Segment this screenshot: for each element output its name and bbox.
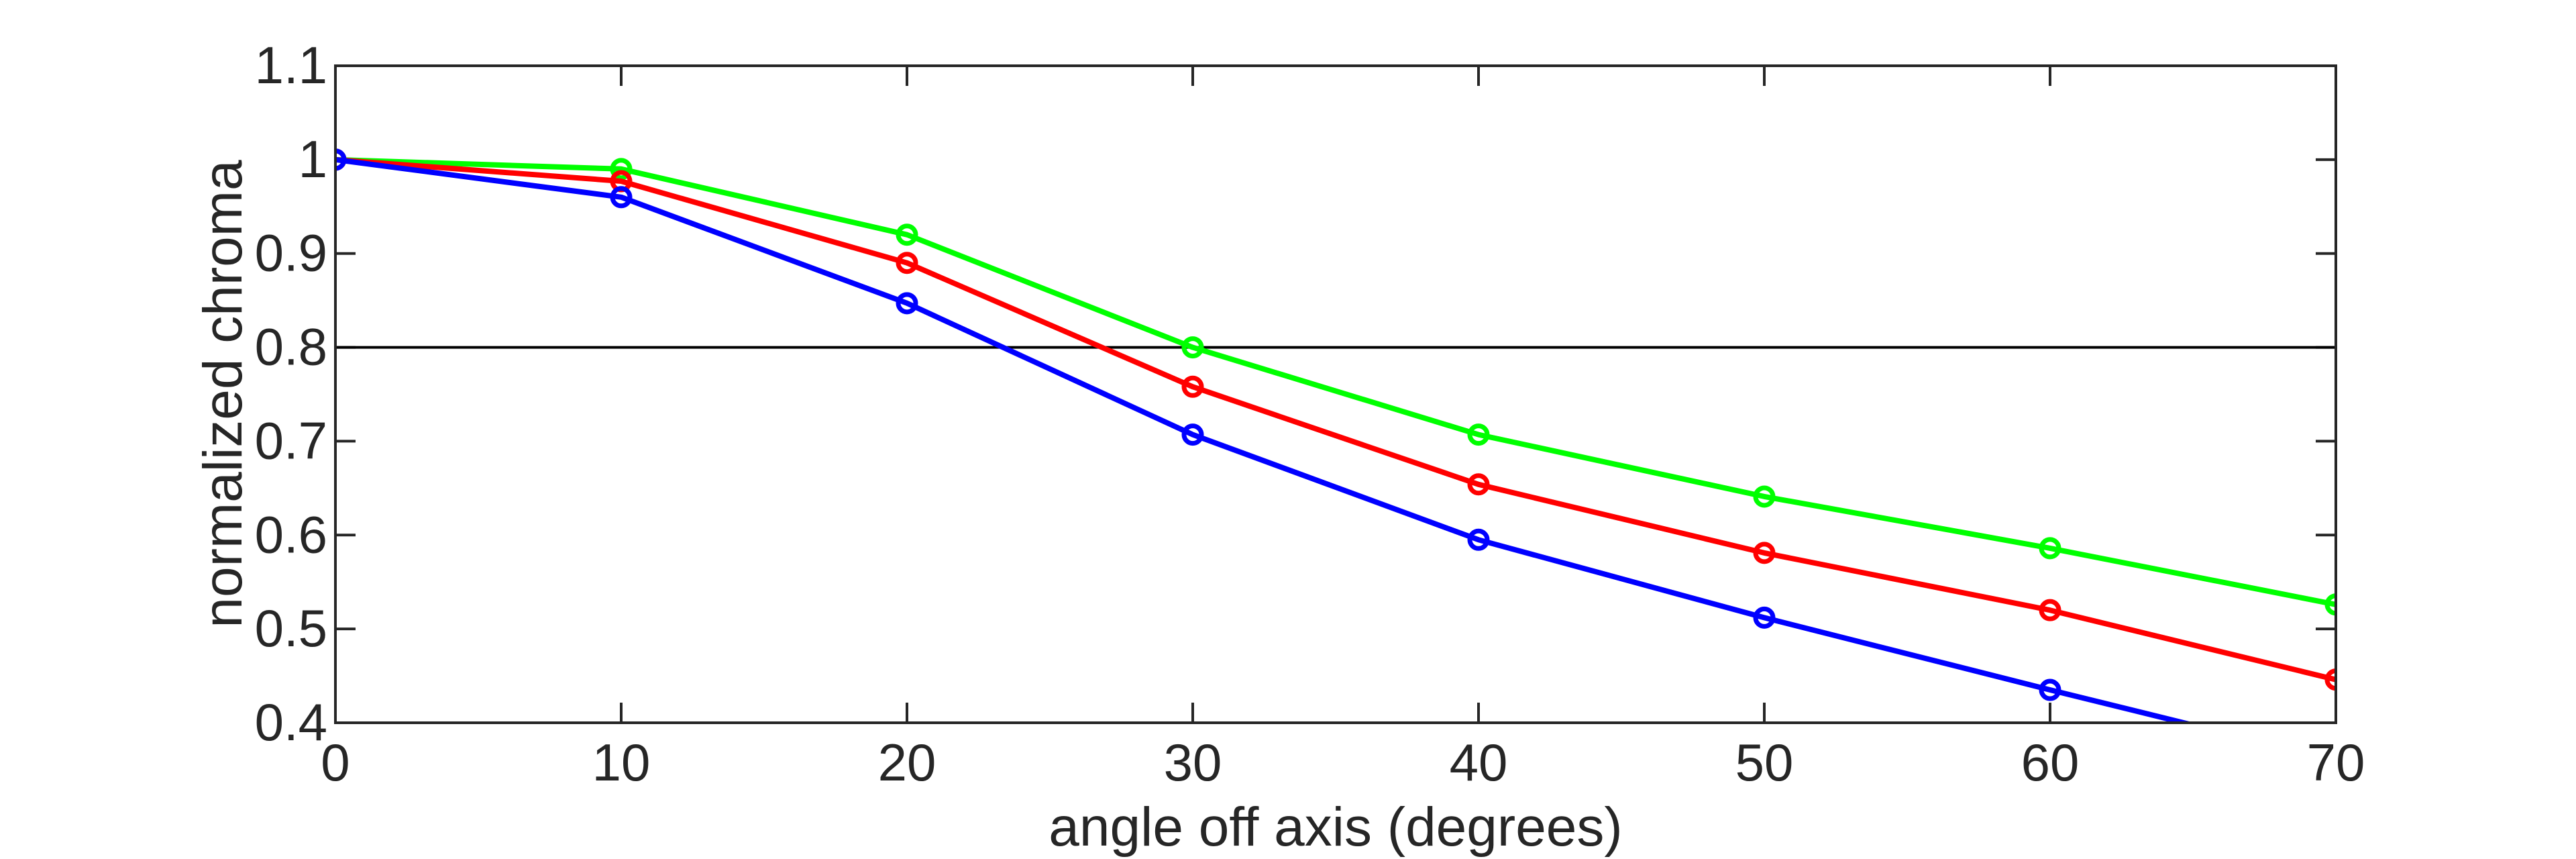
x-tick-label: 60 (2021, 733, 2080, 792)
data-point-marker (1181, 336, 1204, 359)
data-point-marker (1181, 423, 1204, 446)
data-point-marker (896, 292, 918, 315)
data-point-marker (896, 252, 918, 274)
data-point-marker (1467, 423, 1490, 446)
plot-area-frame (334, 64, 2337, 724)
data-point-marker (610, 186, 633, 209)
y-tick-label: 0.4 (255, 693, 327, 752)
data-point-marker (2039, 678, 2061, 701)
y-tick-label: 0.5 (255, 599, 327, 658)
data-point-marker (1753, 485, 1776, 508)
series-line-0 (335, 156, 2336, 607)
data-point-marker (335, 148, 347, 171)
x-tick-label: 20 (878, 733, 936, 792)
x-axis-title: angle off axis (degrees) (1049, 797, 1622, 858)
y-tick-label: 0.9 (255, 223, 327, 283)
data-point-marker (2324, 593, 2336, 616)
data-point-marker (2039, 537, 2061, 560)
series-line-2 (335, 156, 2195, 723)
x-tick-label: 0 (321, 733, 350, 792)
y-tick-label: 1.1 (255, 36, 327, 95)
y-tick-label: 0.6 (255, 505, 327, 564)
x-tick-label: 40 (1450, 733, 1508, 792)
data-point-marker (2324, 668, 2336, 691)
x-tick-label: 70 (2307, 733, 2365, 792)
y-tick-label: 0.7 (255, 411, 327, 470)
y-axis-title: normalized chroma (193, 160, 254, 628)
y-tick-label: 0.8 (255, 317, 327, 376)
series-group (335, 148, 2336, 723)
data-point-marker (2039, 599, 2061, 621)
y-tick-labels: 0.4 0.5 0.6 0.7 0.8 0.9 1 1.1 (255, 36, 327, 752)
x-tick-label: 50 (1735, 733, 1794, 792)
y-tick-label: 1 (299, 130, 327, 189)
data-point-marker (1753, 606, 1776, 629)
data-point-marker (1467, 528, 1490, 551)
x-tick-label: 30 (1164, 733, 1222, 792)
x-tick-labels: 0 10 20 30 40 50 60 70 (321, 733, 2365, 792)
data-point-marker (610, 158, 633, 181)
data-point-marker (1181, 375, 1204, 398)
series-line-1 (335, 156, 2336, 683)
data-point-marker (1753, 542, 1776, 564)
data-point-marker (896, 223, 918, 246)
data-point-marker (1467, 473, 1490, 496)
x-tick-label: 10 (592, 733, 651, 792)
